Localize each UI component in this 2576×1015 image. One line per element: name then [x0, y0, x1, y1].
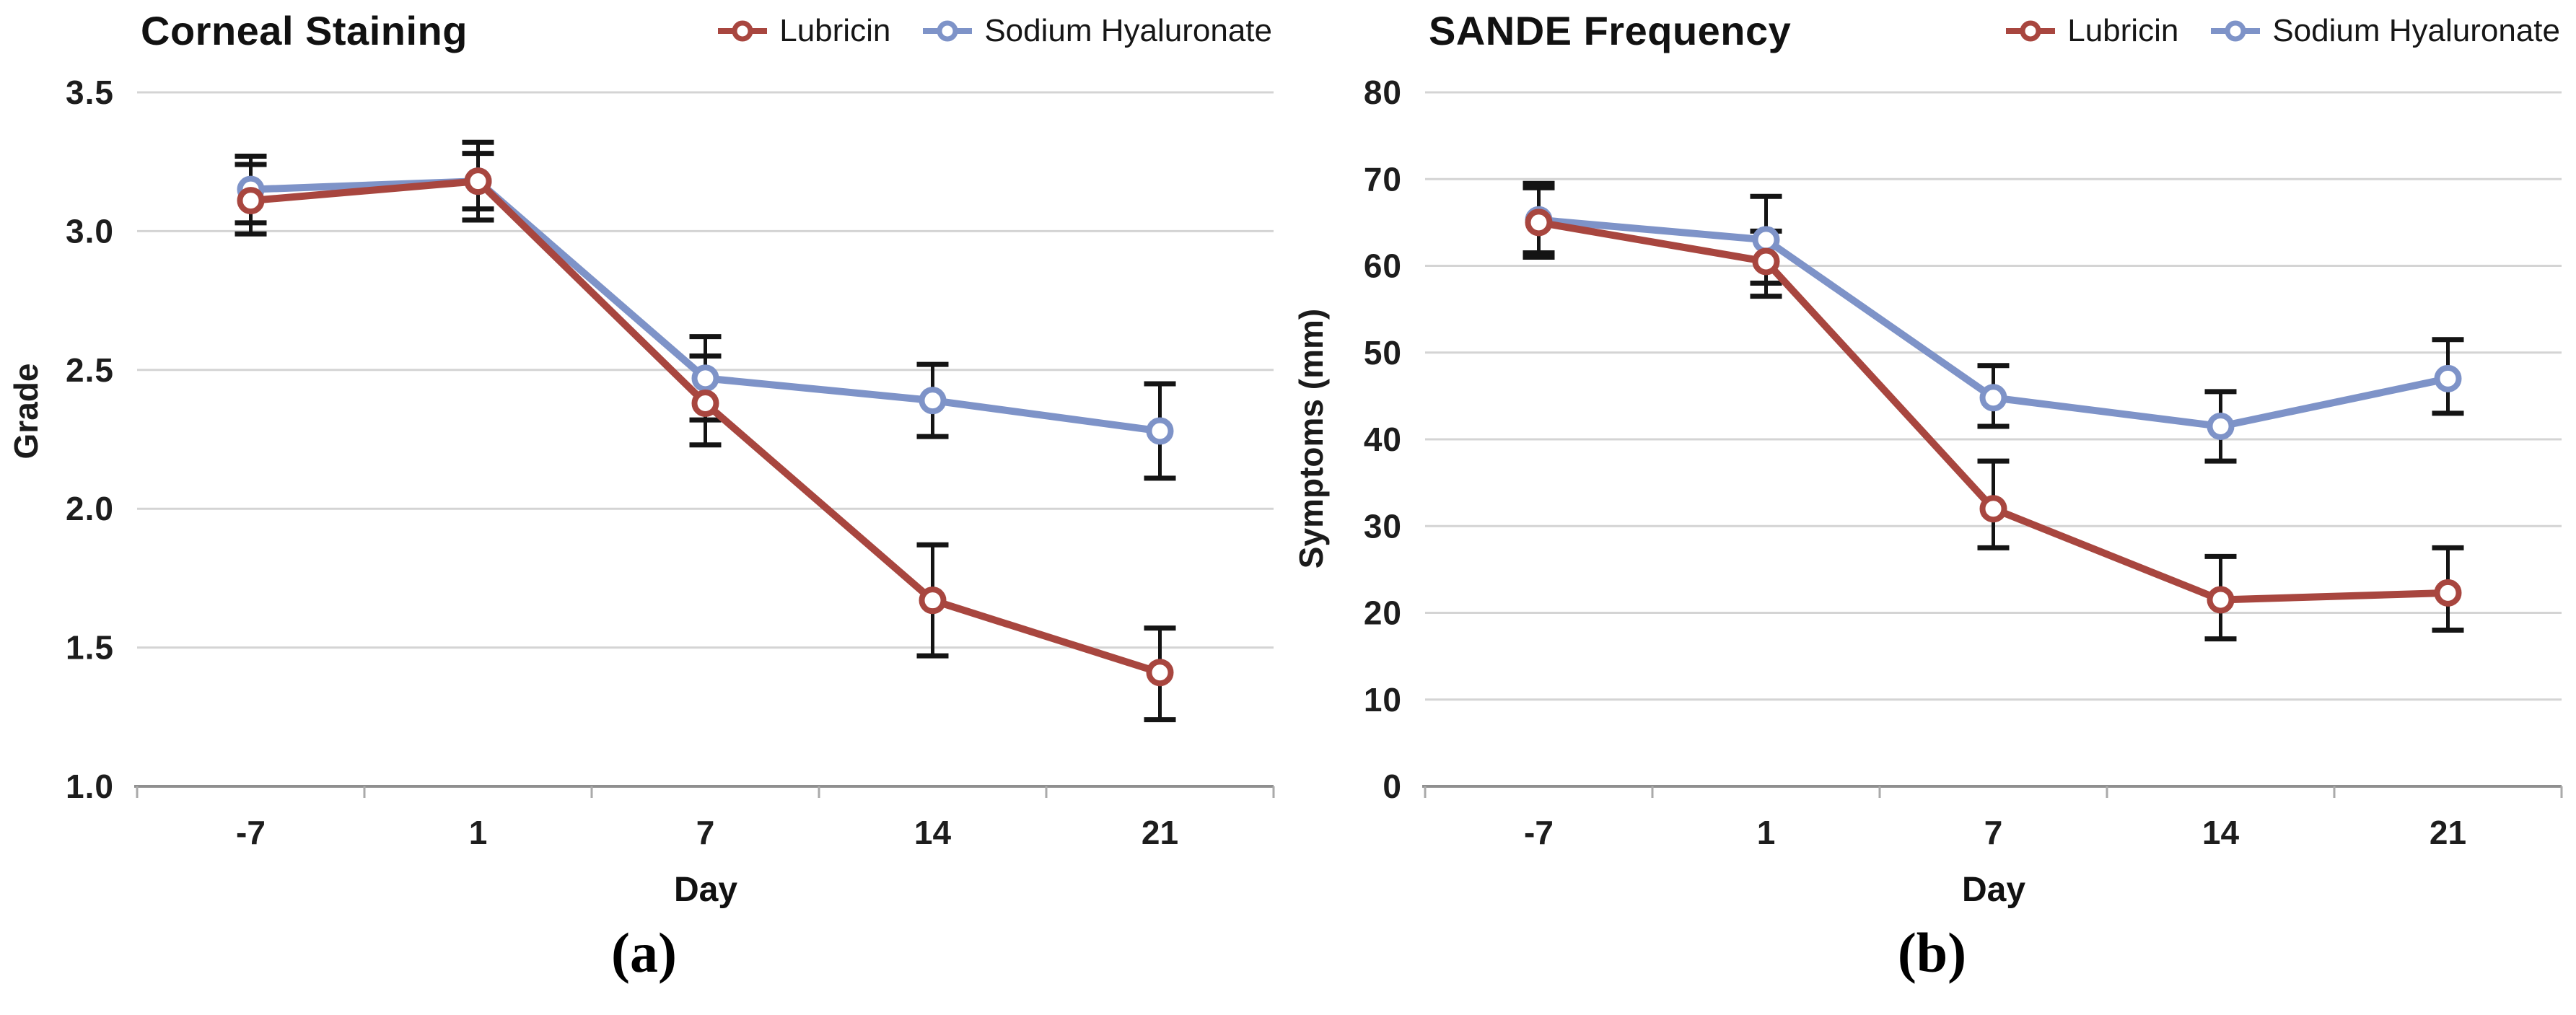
lubricin-series-icon — [2006, 20, 2056, 41]
legend-label-sodium-hyaluronate: Sodium Hyaluronate — [984, 12, 1272, 48]
panel-a: Corneal Staining Lubricin Sodium Hyaluro… — [0, 7, 1288, 984]
legend-label-sodium-hyaluronate: Sodium Hyaluronate — [2272, 12, 2560, 48]
svg-text:30: 30 — [1364, 507, 1402, 545]
legend-item-lubricin: Lubricin — [2004, 13, 2178, 49]
x-axis-label-day: Day — [1961, 871, 2026, 909]
svg-text:1.0: 1.0 — [66, 768, 114, 805]
sodium-hyaluronate-series-icon — [923, 20, 973, 41]
svg-text:21: 21 — [2430, 814, 2466, 851]
svg-text:14: 14 — [914, 814, 952, 851]
svg-text:7: 7 — [1984, 814, 2003, 851]
svg-text:-7: -7 — [1524, 814, 1554, 851]
svg-text:2.0: 2.0 — [66, 490, 114, 527]
chart-title-a: Corneal Staining — [141, 8, 468, 53]
svg-text:1: 1 — [469, 814, 488, 851]
svg-text:0: 0 — [1383, 768, 1402, 805]
svg-text:80: 80 — [1364, 74, 1402, 111]
svg-text:70: 70 — [1364, 160, 1402, 198]
svg-text:3.0: 3.0 — [66, 212, 114, 250]
sodium-hyaluronate-series-icon — [2211, 20, 2261, 41]
panel-b: SANDE Frequency Lubricin Sodium Hyaluron… — [1288, 0, 2576, 1015]
sande-frequency-line-chart: 0 10 20 30 40 50 60 70 80 -7 1 7 14 21 — [1364, 74, 2563, 851]
lubricin-series-icon — [718, 20, 768, 41]
svg-text:21: 21 — [1142, 814, 1178, 851]
svg-text:3.5: 3.5 — [66, 74, 114, 111]
svg-text:40: 40 — [1364, 421, 1402, 458]
panel-letter-b: (b) — [1897, 921, 1967, 984]
legend-b: Lubricin Sodium Hyaluronate — [2004, 13, 2560, 49]
svg-text:10: 10 — [1364, 681, 1402, 719]
legend-item-sodium-hyaluronate: Sodium Hyaluronate — [921, 13, 1272, 49]
panel-b-header: SANDE Frequency Lubricin Sodium Hyaluron… — [1288, 7, 2576, 54]
panel-a-header: Corneal Staining Lubricin Sodium Hyaluro… — [0, 7, 1288, 54]
svg-text:14: 14 — [2202, 814, 2240, 851]
x-axis-label-day: Day — [673, 871, 738, 909]
svg-text:50: 50 — [1364, 334, 1402, 372]
legend-label-lubricin: Lubricin — [779, 12, 891, 48]
chart-title-b: SANDE Frequency — [1429, 8, 1792, 53]
legend-item-lubricin: Lubricin — [716, 13, 890, 49]
svg-text:20: 20 — [1364, 594, 1402, 632]
svg-text:7: 7 — [696, 814, 715, 851]
svg-text:1.5: 1.5 — [66, 629, 114, 667]
panel-letter-a: (a) — [611, 921, 677, 984]
legend-label-lubricin: Lubricin — [2067, 12, 2179, 48]
svg-text:60: 60 — [1364, 247, 1402, 285]
svg-text:1: 1 — [1757, 814, 1776, 851]
legend-item-sodium-hyaluronate: Sodium Hyaluronate — [2209, 13, 2560, 49]
svg-text:2.5: 2.5 — [66, 351, 114, 389]
legend-a: Lubricin Sodium Hyaluronate — [716, 13, 1272, 49]
corneal-staining-line-chart: 1.0 1.5 2.0 2.5 3.0 3.5 -7 1 7 14 21 — [66, 74, 1275, 851]
svg-text:-7: -7 — [236, 814, 266, 851]
